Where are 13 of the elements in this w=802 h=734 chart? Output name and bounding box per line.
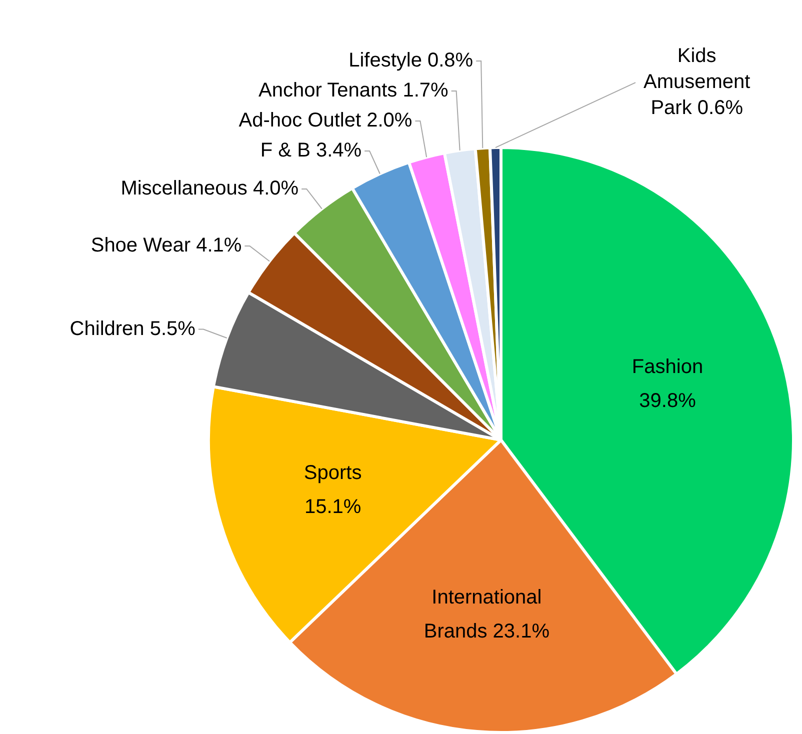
data-label: 39.8% — [639, 390, 696, 412]
slice-label: Ad-hoc Outlet 2.0% — [238, 110, 412, 132]
slice-label: Children 5.5% — [70, 318, 196, 340]
slice-label: Sports — [304, 462, 362, 484]
slice-label: Lifestyle 0.8% — [348, 50, 474, 72]
slice-label: Kids Amusement Park 0.6% — [643, 45, 751, 120]
slice-label: Shoe Wear 4.1% — [90, 234, 242, 256]
slice-label: Fashion — [632, 356, 704, 378]
slice-label: F & B 3.4% — [260, 140, 362, 162]
slice-label: Anchor Tenants 1.7% — [258, 80, 449, 102]
slice-label: International Brands 23.1% — [424, 586, 550, 642]
slice-label: Miscellaneous 4.0% — [120, 178, 299, 200]
data-label: 15.1% — [304, 496, 362, 518]
